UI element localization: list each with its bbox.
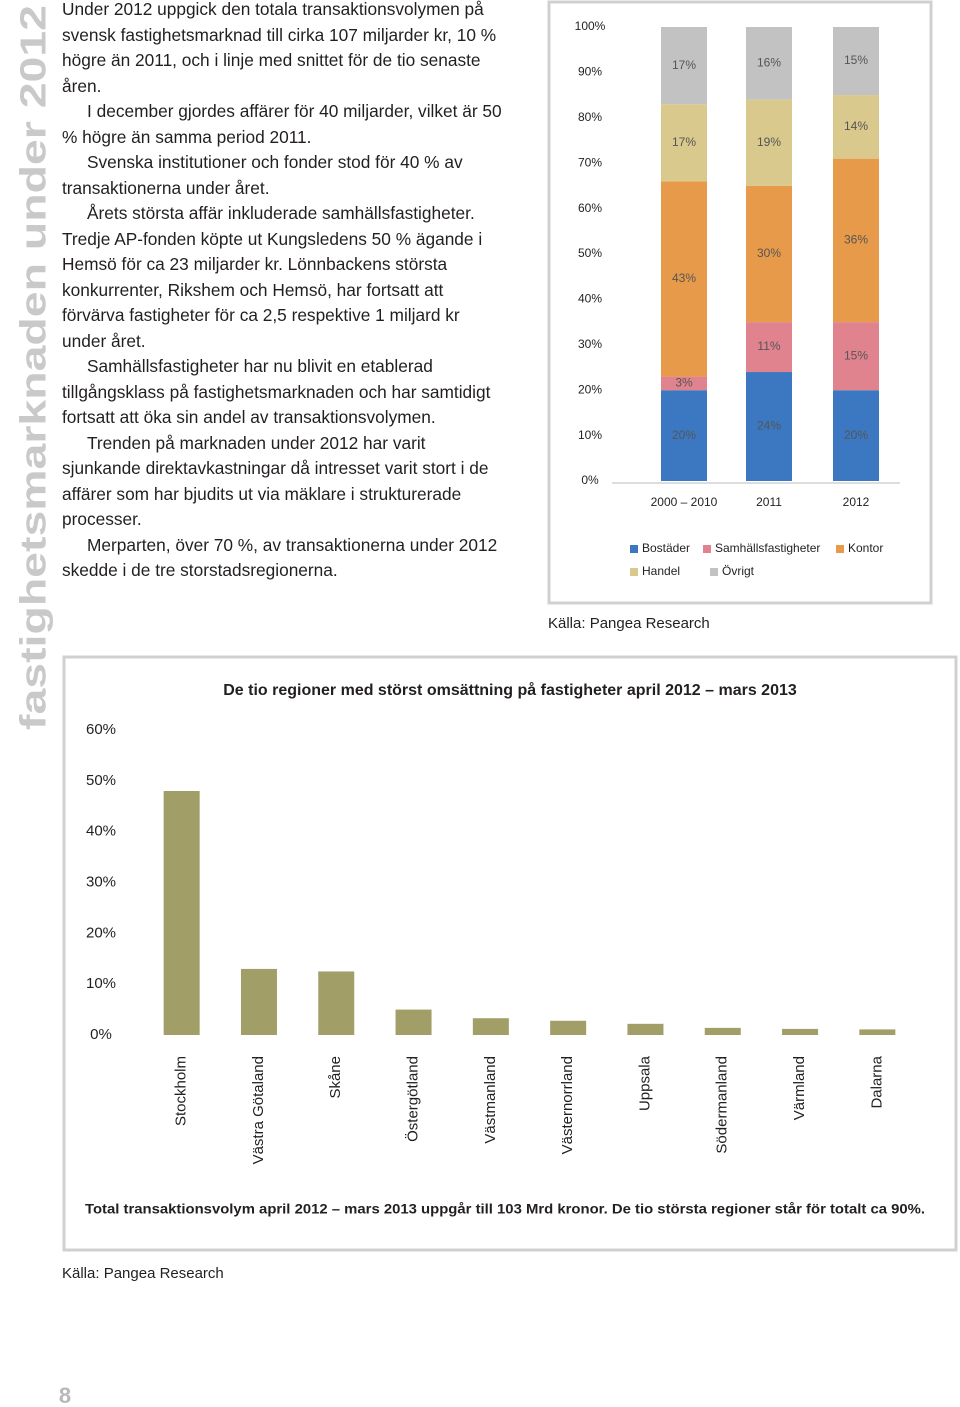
- bar-segment: [746, 372, 792, 481]
- chart-frame: [62, 655, 958, 1252]
- y-tick-label: 50%: [86, 772, 116, 789]
- paragraph: I december gjordes affärer för 40 miljar…: [62, 101, 502, 147]
- legend-swatch: [630, 545, 638, 553]
- bar: [782, 1028, 819, 1035]
- bar: [550, 1020, 587, 1035]
- x-tick-label: 2012: [843, 495, 870, 509]
- paragraph: Merparten, över 70 %, av transaktionerna…: [62, 534, 498, 581]
- bar: [704, 1027, 741, 1035]
- paragraph: Svenska institutioner och fonder stod fö…: [62, 152, 463, 198]
- bar: [859, 1029, 896, 1035]
- y-tick-label: 20%: [578, 382, 602, 396]
- data-label: 20%: [672, 428, 696, 442]
- bar-segment: [661, 181, 707, 377]
- source: Källa: Pangea Research: [548, 615, 710, 632]
- legend-swatch: [836, 545, 844, 553]
- data-label: 19%: [757, 135, 781, 149]
- y-tick-label: 40%: [86, 823, 116, 840]
- paragraph: Trenden på marknaden under 2012 har vari…: [62, 432, 489, 530]
- data-label: 15%: [844, 53, 868, 67]
- y-tick-label: 0%: [90, 1026, 112, 1043]
- bar-segment: [833, 95, 879, 159]
- x-tick-label: Stockholm: [173, 1056, 190, 1126]
- legend-swatch: [703, 545, 711, 553]
- bar: [395, 1009, 432, 1035]
- data-label: 15%: [844, 348, 868, 362]
- x-tick-label: Västra Götaland: [250, 1056, 267, 1164]
- legend-label: Handel: [642, 564, 680, 578]
- chart-note: Total transaktionsvolym april 2012 – mar…: [85, 1201, 925, 1217]
- data-label: 43%: [672, 271, 696, 285]
- x-tick-label: 2000 – 2010: [651, 495, 718, 509]
- y-tick-label: 80%: [578, 110, 602, 124]
- y-tick-label: 40%: [578, 292, 602, 306]
- data-label: 30%: [757, 246, 781, 260]
- legend-label: Samhällsfastigheter: [715, 541, 820, 555]
- x-tick-label: Östergötland: [404, 1056, 422, 1142]
- paragraph: Under 2012 uppgick den totala transaktio…: [62, 0, 497, 96]
- bar: [472, 1018, 509, 1035]
- bar-segment: [746, 322, 792, 373]
- data-label: 16%: [757, 55, 781, 69]
- data-label: 11%: [757, 339, 780, 353]
- bar-segment: [746, 99, 792, 186]
- side-title: fastighetsmarknaden under 2012: [13, 5, 54, 730]
- bar: [318, 971, 355, 1035]
- x-tick-label: Skåne: [327, 1056, 344, 1099]
- bar-segment: [661, 376, 707, 391]
- y-tick-label: 10%: [86, 975, 116, 992]
- y-tick-label: 10%: [578, 428, 602, 442]
- legend-label: Övrigt: [722, 564, 755, 578]
- paragraph: Samhällsfastigheter har nu blivit en eta…: [62, 356, 491, 427]
- y-tick-label: 100%: [575, 19, 606, 33]
- x-tick-label: Uppsala: [636, 1055, 653, 1111]
- data-label: 14%: [844, 119, 868, 133]
- y-tick-label: 20%: [86, 924, 116, 941]
- chart-frame: [547, 0, 933, 605]
- y-tick-label: 30%: [578, 337, 602, 351]
- bar-segment: [833, 27, 879, 96]
- body-text: Under 2012 uppgick den totala transaktio…: [62, 0, 502, 584]
- page-number: 8: [59, 1383, 71, 1407]
- data-label: 20%: [844, 428, 868, 442]
- y-tick-label: 30%: [86, 873, 116, 890]
- chart-title: De tio regioner med störst omsättning på…: [223, 681, 797, 699]
- data-label: 3%: [675, 376, 693, 390]
- y-tick-label: 70%: [578, 155, 602, 169]
- bar-segment: [746, 185, 792, 323]
- legend-swatch: [630, 568, 638, 576]
- data-label: 24%: [757, 419, 781, 433]
- y-tick-label: 90%: [578, 65, 602, 79]
- x-tick-label: Dalarna: [868, 1055, 885, 1108]
- legend-label: Kontor: [848, 541, 883, 555]
- bar-segment: [833, 158, 879, 323]
- bar: [627, 1023, 664, 1035]
- y-tick-label: 60%: [578, 201, 602, 215]
- paragraph: Årets största affär inkluderade samhälls…: [62, 203, 483, 351]
- source: Källa: Pangea Research: [62, 1265, 224, 1282]
- legend-swatch: [710, 568, 718, 576]
- bar-segment: [833, 322, 879, 391]
- x-tick-label: Värmland: [791, 1056, 808, 1120]
- bar: [163, 791, 200, 1035]
- data-label: 17%: [672, 58, 696, 72]
- bar: [240, 968, 277, 1035]
- y-tick-label: 0%: [581, 473, 599, 487]
- bar-segment: [661, 27, 707, 105]
- bar-segment: [661, 104, 707, 182]
- bar-segment: [746, 27, 792, 100]
- x-tick-label: Södermanland: [714, 1056, 731, 1154]
- y-tick-label: 50%: [578, 246, 602, 260]
- bar-segment: [833, 390, 879, 481]
- bar-segment: [661, 390, 707, 481]
- y-tick-label: 60%: [86, 721, 116, 738]
- x-tick-label: Västernorrland: [559, 1056, 576, 1154]
- x-tick-label: Västmanland: [482, 1056, 499, 1144]
- x-tick-label: 2011: [756, 495, 782, 509]
- data-label: 17%: [672, 135, 696, 149]
- data-label: 36%: [844, 233, 868, 247]
- legend-label: Bostäder: [642, 541, 690, 555]
